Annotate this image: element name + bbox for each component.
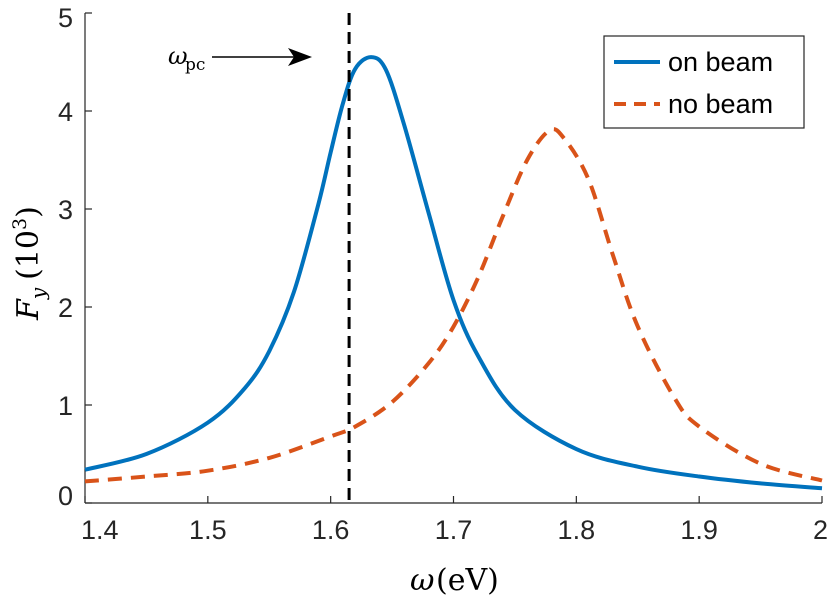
y-axis-label: Fy (103)	[9, 206, 50, 321]
omega-pc-subscript: pc	[185, 55, 205, 75]
omega-pc-annotation: ω pc	[168, 42, 312, 75]
y-tick-label: 0	[58, 481, 73, 511]
y-tick-label: 1	[58, 391, 73, 421]
y-tick-label: 3	[58, 195, 73, 225]
y-axis-label-close: )	[11, 206, 46, 218]
x-tick-label: 1.9	[680, 515, 718, 545]
y-tick-label: 4	[58, 97, 73, 127]
x-axis-label-symbol: ω	[410, 563, 434, 598]
legend-box	[603, 35, 805, 129]
y-tick-label: 5	[58, 3, 73, 33]
series-line-no-beam	[84, 127, 823, 484]
x-tick-label: 1.8	[558, 515, 596, 545]
y-axis-label-exponent: 3	[9, 218, 31, 230]
y-axis-label-base: (10	[11, 230, 46, 280]
y-tick-label: 2	[58, 293, 73, 323]
omega-pc-symbol: ω	[168, 42, 188, 70]
x-tick-label: 1.5	[189, 515, 227, 545]
legend-label-on-beam: on beam	[668, 47, 773, 77]
series-line-on-beam	[84, 55, 823, 491]
omega-pc-arrow-head-icon	[288, 48, 312, 66]
legend-label-no-beam: no beam	[668, 89, 773, 119]
x-axis-label-unit: (eV)	[436, 563, 499, 598]
x-tick-label: 1.6	[312, 515, 350, 545]
x-tick-label: 2	[813, 515, 828, 545]
y-axis-label-subscript: y	[26, 287, 50, 300]
svg-text:Fy(103): Fy (103)	[9, 206, 50, 321]
ticks: 1.4 1.5 1.6 1.7 1.8 1.9 2 0 1 2 3 4 5	[58, 3, 828, 545]
legend: on beam no beam	[603, 35, 805, 129]
x-tick-label: 1.7	[435, 515, 473, 545]
y-axis-label-symbol: F	[11, 298, 46, 321]
x-tick-label: 1.4	[81, 515, 119, 545]
